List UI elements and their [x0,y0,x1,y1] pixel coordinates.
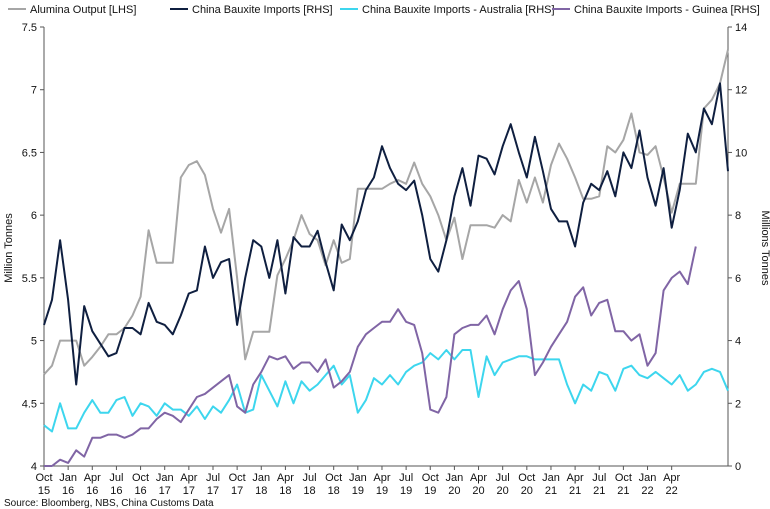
y-right-tick-label: 4 [735,336,741,348]
legend-label: China Bauxite Imports - Australia [RHS] [362,4,555,16]
y-axis-right-label: Millions Tonnes [759,210,770,286]
y-axis-left-label: Million Tonnes [3,213,15,283]
x-tick-label-month: Apr [277,472,294,484]
y-left-tick-label: 6 [31,210,37,222]
x-tick-label-month: Jul [592,472,606,484]
series-line-3 [44,246,697,467]
y-left-tick-label: 7 [31,85,37,97]
x-tick-label-year: 19 [424,485,436,497]
x-tick-label-year: 16 [86,485,98,497]
legend: Alumina Output [LHS] China Bauxite Import… [8,4,760,16]
x-tick-label-month: Jan [252,472,270,484]
x-tick-label-month: Jan [446,472,464,484]
x-tick-label-month: Oct [229,472,246,484]
legend-label: China Bauxite Imports - Guinea [RHS] [574,4,760,16]
x-tick-label-month: Apr [373,472,390,484]
x-tick-label-month: Jul [303,472,317,484]
x-tick-label-month: Apr [470,472,487,484]
y-right-tick-label: 6 [735,273,741,285]
x-tick-label-year: 22 [641,485,653,497]
x-tick-label-year: 17 [207,485,219,497]
y-right-tick-label: 10 [735,147,747,159]
x-tick-label-year: 18 [303,485,315,497]
x-tick-label-year: 20 [521,485,533,497]
y-left-tick-label: 5.5 [22,273,37,285]
y-left-tick-label: 4 [31,461,37,473]
x-tick-label-month: Jul [206,472,220,484]
series-line-0 [43,49,729,376]
x-tick-label-year: 21 [569,485,581,497]
x-tick-label-year: 19 [376,485,388,497]
x-tick-label-month: Jan [542,472,560,484]
y-right-tick-label: 2 [735,398,741,410]
x-tick-label-year: 18 [328,485,340,497]
x-tick-label-year: 20 [472,485,484,497]
x-tick-label-year: 16 [110,485,122,497]
x-tick-label-year: 17 [231,485,243,497]
x-tick-label-year: 16 [62,485,74,497]
y-right-tick-label: 12 [735,85,747,97]
x-tick-label-year: 19 [400,485,412,497]
x-tick-label-year: 20 [448,485,460,497]
x-tick-label-month: Jul [496,472,510,484]
y-right-tick-label: 14 [735,22,747,34]
axes: 44.555.566.577.502468101214Oct15Jan16Apr… [22,22,748,497]
x-tick-label-month: Jan [349,472,367,484]
y-right-tick-label: 0 [735,461,741,473]
legend-label: China Bauxite Imports [RHS] [192,4,333,16]
x-tick-label-month: Apr [663,472,680,484]
y-left-tick-label: 4.5 [22,398,37,410]
x-tick-label-month: Oct [518,472,535,484]
x-tick-label-year: 18 [255,485,267,497]
x-tick-label-month: Jul [109,472,123,484]
y-left-tick-label: 6.5 [22,147,37,159]
source-note: Source: Bloomberg, NBS, China Customs Da… [4,498,214,509]
x-tick-label-year: 19 [352,485,364,497]
series-line-1 [43,82,729,386]
x-tick-label-year: 21 [593,485,605,497]
x-tick-label-month: Jan [156,472,174,484]
x-tick-label-month: Oct [325,472,342,484]
series-line-2 [43,349,729,433]
x-tick-label-year: 18 [279,485,291,497]
x-tick-label-year: 22 [666,485,678,497]
legend-label: Alumina Output [LHS] [30,4,136,16]
x-tick-label-year: 20 [497,485,509,497]
x-tick-label-year: 17 [159,485,171,497]
x-tick-label-month: Apr [567,472,584,484]
x-tick-label-year: 21 [545,485,557,497]
x-tick-label-month: Jan [639,472,657,484]
x-tick-label-year: 16 [134,485,146,497]
plot-area [43,49,729,467]
x-tick-label-year: 17 [183,485,195,497]
x-tick-label-month: Apr [180,472,197,484]
y-right-tick-label: 8 [735,210,741,222]
x-tick-label-month: Oct [35,472,52,484]
y-left-tick-label: 5 [31,336,37,348]
x-tick-label-month: Jul [399,472,413,484]
x-tick-label-month: Jan [59,472,77,484]
x-tick-label-year: 15 [38,485,50,497]
x-tick-label-month: Oct [422,472,439,484]
x-tick-label-month: Oct [132,472,149,484]
y-left-tick-label: 7.5 [22,22,37,34]
x-tick-label-year: 21 [617,485,629,497]
x-tick-label-month: Oct [615,472,632,484]
x-tick-label-month: Apr [84,472,101,484]
